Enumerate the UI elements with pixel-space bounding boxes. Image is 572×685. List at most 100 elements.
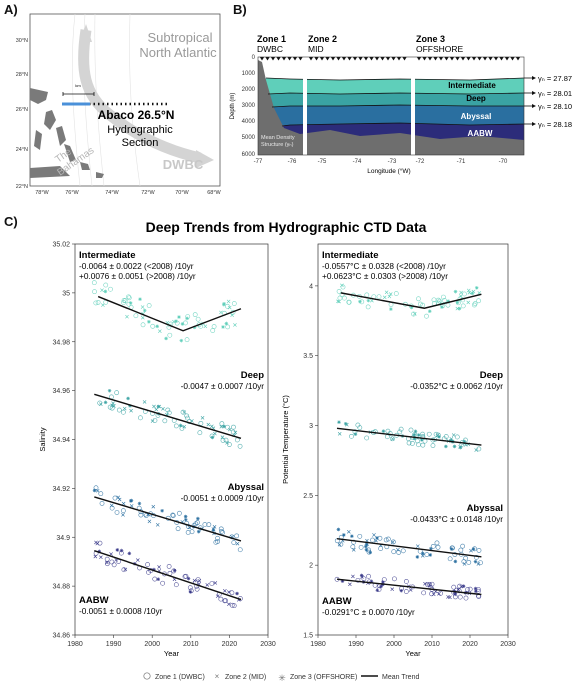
data-point-zone2 — [474, 448, 479, 452]
data-point-zone2 — [150, 419, 155, 423]
station-marker — [341, 57, 347, 61]
lon-tick: -73 — [388, 159, 397, 165]
legend: Zone 1 (DWBC) × Zone 2 (MID) ✳ Zone 3 (O… — [143, 672, 419, 683]
series-name-label: Intermediate — [322, 250, 379, 261]
legend-trend-label: Mean Trend — [382, 674, 419, 681]
data-point-zone1 — [95, 300, 101, 305]
y-tick-label: 35 — [62, 290, 70, 297]
data-point-zone3 — [172, 568, 177, 573]
data-point-zone3 — [364, 544, 368, 549]
data-point-zone2 — [151, 504, 156, 509]
data-point-zone3 — [427, 309, 432, 314]
data-point-zone3 — [192, 325, 197, 330]
station-marker — [259, 57, 265, 61]
data-point-zone1 — [180, 409, 186, 415]
map-panel: km Subtropical North Atlantic Abaco 26.5… — [16, 13, 222, 196]
mean-trend-line — [94, 550, 242, 601]
data-point-zone1 — [463, 437, 468, 443]
data-point-zone3 — [142, 308, 147, 313]
data-point-zone1 — [364, 292, 370, 298]
data-point-zone3 — [155, 324, 159, 329]
depth-tick: 4000 — [242, 119, 256, 125]
gamma-label: γₙ = 27.87 — [538, 74, 572, 83]
station-marker — [298, 57, 303, 61]
data-point-zone2 — [158, 329, 162, 333]
y-tick-label: 34.88 — [52, 584, 70, 591]
data-point-zone3 — [389, 307, 393, 311]
data-point-zone2 — [129, 504, 134, 508]
data-point-zone1 — [185, 415, 190, 421]
data-point-zone2 — [388, 292, 393, 296]
data-point-zone1 — [355, 577, 361, 583]
data-point-zone1 — [197, 430, 203, 436]
data-point-zone2 — [227, 305, 232, 310]
trend-rate-label: -0.0352°C ± 0.0062 /10yr — [410, 381, 503, 391]
data-point-zone1 — [104, 561, 110, 567]
data-point-zone3 — [210, 435, 215, 440]
station-markers — [259, 57, 521, 61]
data-point-zone1 — [366, 549, 372, 555]
data-point-zone3 — [415, 555, 420, 559]
data-point-zone3 — [413, 429, 418, 434]
data-point-zone3 — [428, 553, 433, 557]
data-point-zone2 — [415, 544, 420, 548]
data-point-zone1 — [170, 512, 176, 518]
data-point-zone3 — [179, 338, 184, 343]
map-contours — [71, 13, 141, 187]
station-marker — [433, 57, 438, 61]
data-point-zone3 — [461, 584, 466, 588]
isopycnal-lines — [265, 77, 525, 127]
bathymetry — [258, 60, 524, 155]
data-point-zone3 — [419, 438, 424, 442]
data-point-zone1 — [411, 311, 416, 317]
depth-tick: 2000 — [242, 87, 256, 93]
data-point-zone2 — [105, 560, 109, 565]
data-point-zone2 — [93, 554, 98, 559]
data-point-zone3 — [350, 534, 354, 538]
data-point-zone1 — [434, 540, 440, 546]
depth-tick: 6000 — [242, 152, 256, 158]
station-marker — [493, 57, 499, 61]
data-point-zone3 — [429, 546, 433, 551]
data-point-zone3 — [184, 517, 188, 522]
data-point-zone1 — [160, 580, 166, 586]
data-point-zone1 — [397, 429, 403, 435]
data-point-zone2 — [390, 587, 395, 592]
data-point-zone2 — [215, 594, 220, 599]
data-point-zone2 — [197, 578, 202, 583]
data-point-zone1 — [121, 567, 127, 573]
data-point-zone1 — [231, 540, 237, 545]
y-tick-label: 34.92 — [52, 486, 70, 493]
data-point-zone1 — [431, 297, 437, 303]
data-point-zone1 — [219, 529, 224, 534]
lon-tick: -71 — [457, 159, 466, 165]
data-point-zone3 — [97, 549, 102, 554]
data-point-zone2 — [152, 404, 156, 409]
data-point-zone2 — [420, 553, 425, 558]
data-point-zone1 — [449, 545, 455, 551]
data-point-zone1 — [355, 422, 361, 428]
data-point-zone1 — [225, 324, 231, 330]
data-point-zone1 — [476, 548, 482, 553]
data-point-zone3 — [103, 289, 108, 294]
x-tick-label: 2030 — [500, 641, 516, 648]
data-point-zone1 — [387, 431, 393, 436]
data-point-zone2 — [135, 558, 140, 562]
data-point-zone1 — [376, 294, 382, 300]
data-point-zone1 — [430, 443, 436, 448]
station-marker — [358, 57, 363, 61]
data-point-zone3 — [196, 516, 200, 521]
data-point-zone3 — [129, 498, 134, 503]
data-point-zone2 — [451, 433, 456, 437]
data-point-zone3 — [452, 444, 457, 449]
data-point-zone3 — [474, 589, 478, 594]
data-point-zone1 — [358, 544, 364, 550]
data-point-zone1 — [209, 581, 215, 586]
x-tick-label: 2020 — [222, 641, 238, 648]
data-point-zone3 — [412, 436, 417, 441]
data-point-zone2 — [147, 519, 152, 524]
trend-rate-label: -0.0433°C ± 0.0148 /10yr — [410, 514, 503, 524]
ocean-label-1: Subtropical — [147, 30, 212, 45]
lon-tick: 78°W — [35, 190, 49, 196]
